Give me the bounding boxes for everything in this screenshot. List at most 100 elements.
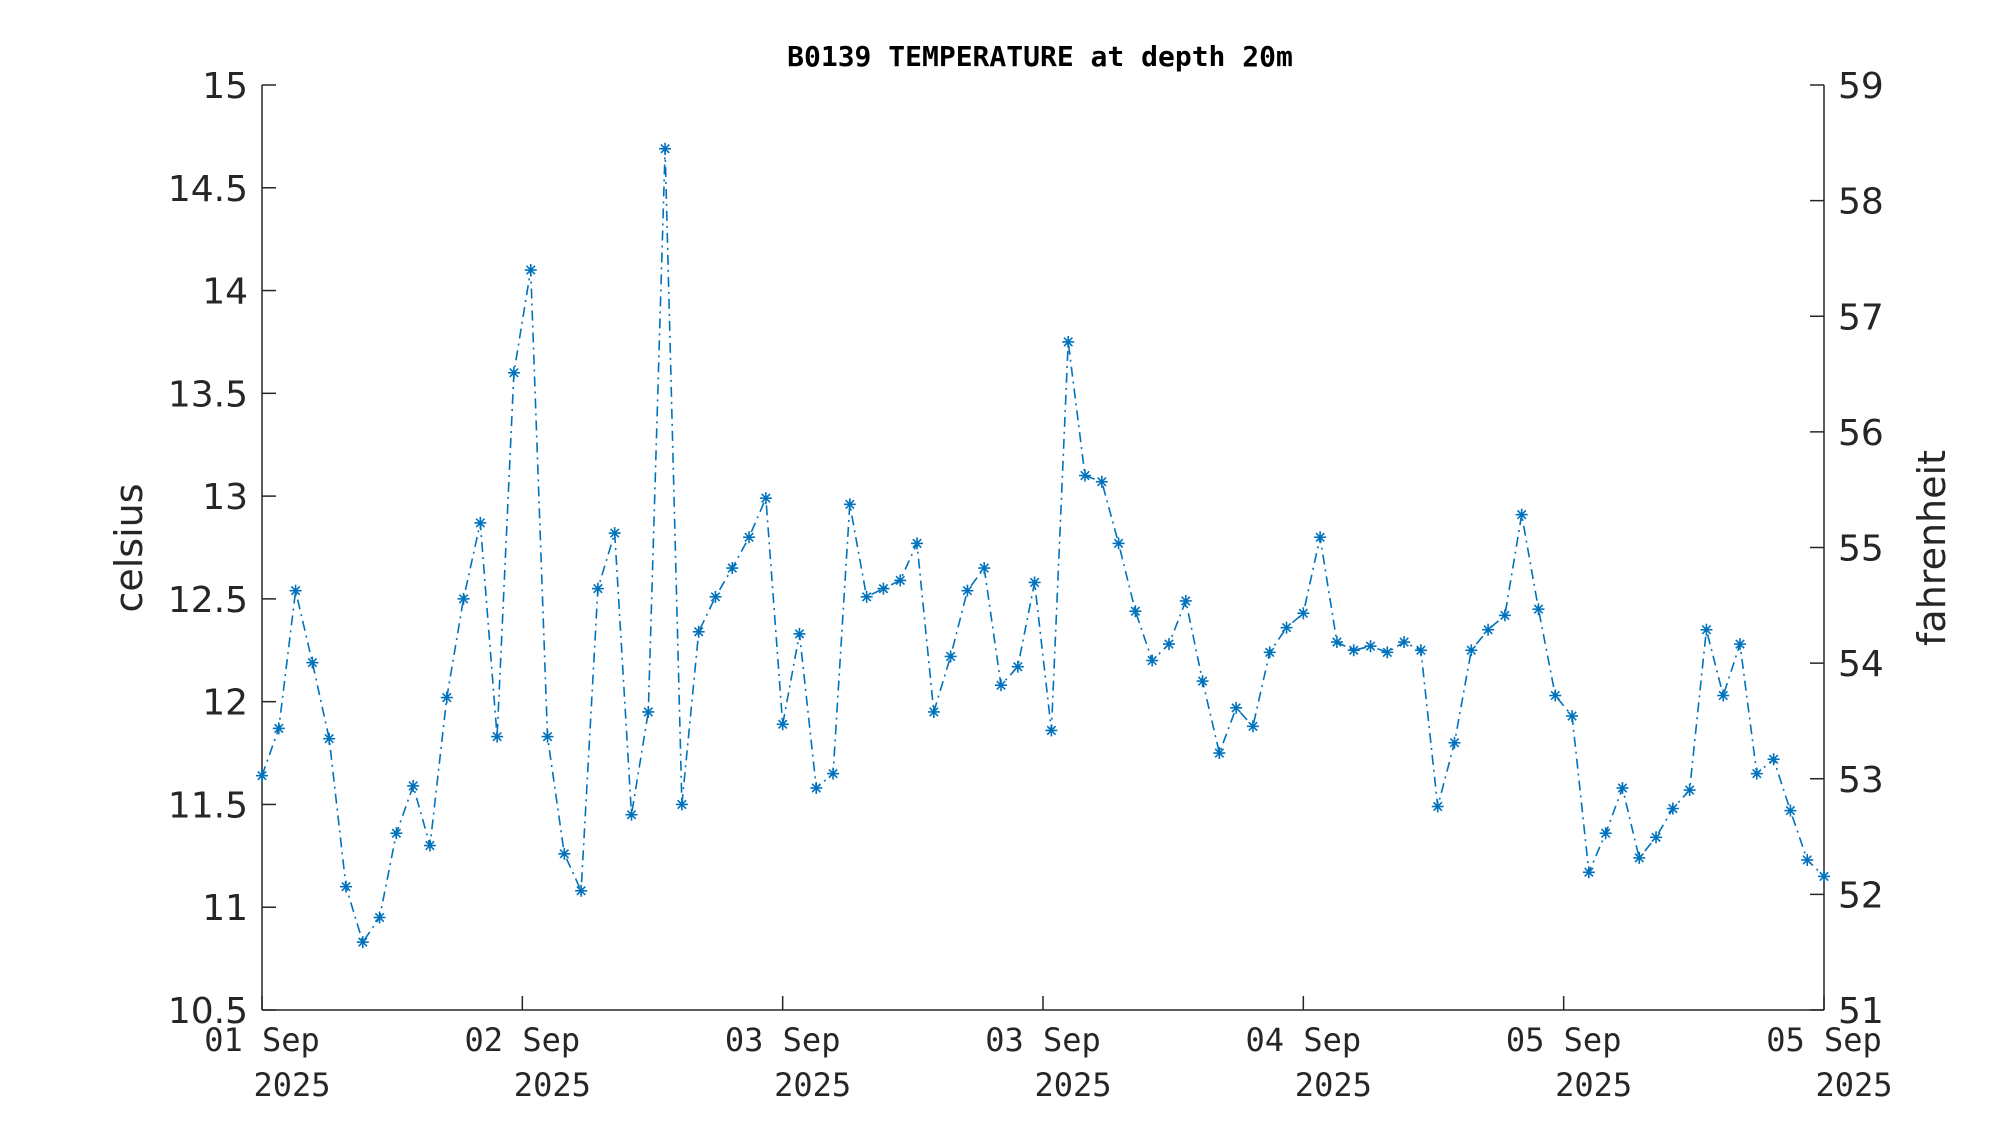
data-point: [843, 498, 856, 511]
data-point: [323, 732, 336, 745]
data-point: [1062, 335, 1075, 348]
data-point: [1297, 607, 1310, 620]
data-point: [524, 264, 537, 276]
data-point: [339, 880, 352, 893]
right-y-tick-label: 58: [1838, 182, 1884, 223]
x-tick-label-year: 2025: [1555, 1066, 1632, 1104]
data-point: [726, 562, 739, 575]
data-point: [1230, 701, 1243, 714]
left-y-tick-label: 14.5: [168, 169, 248, 210]
data-point: [1700, 623, 1713, 636]
data-point: [491, 730, 504, 743]
data-point: [911, 537, 924, 550]
data-point: [541, 730, 554, 743]
left-y-tick-label: 12.5: [168, 580, 248, 621]
data-point: [1381, 646, 1394, 659]
data-point: [1633, 851, 1646, 864]
data-point: [860, 590, 873, 603]
data-point: [1734, 638, 1747, 651]
left-y-tick-label: 12: [202, 683, 248, 724]
data-point: [1801, 853, 1814, 866]
left-y-tick-label: 15: [202, 66, 248, 107]
data-point: [1213, 747, 1226, 760]
right-y-tick-label: 55: [1838, 529, 1884, 570]
x-tick-label-day: 02 Sep: [465, 1021, 581, 1059]
data-point: [1549, 689, 1562, 702]
data-point: [474, 516, 487, 529]
data-point: [608, 527, 621, 540]
data-point: [1599, 827, 1612, 840]
right-y-tick-label: 52: [1838, 875, 1884, 916]
data-point: [810, 782, 823, 794]
data-point: [1330, 636, 1343, 649]
data-point: [1818, 870, 1830, 883]
data-point: [1566, 710, 1579, 723]
data-point: [356, 936, 369, 949]
data-point: [289, 584, 302, 597]
data-point: [709, 590, 722, 603]
data-point: [1280, 621, 1293, 634]
x-tick-label-day: 04 Sep: [1246, 1021, 1362, 1059]
data-point: [272, 722, 285, 735]
data-point: [591, 582, 604, 595]
left-y-tick-label: 10.5: [168, 991, 248, 1032]
x-tick-label-year: 2025: [514, 1066, 591, 1104]
data-point: [1414, 644, 1427, 657]
data-point: [1683, 784, 1696, 797]
data-point: [1750, 767, 1763, 780]
data-point: [1129, 605, 1142, 618]
x-tick-label-year: 2025: [1295, 1066, 1372, 1104]
data-point: [306, 656, 319, 669]
data-point: [1498, 609, 1511, 622]
data-point: [558, 847, 571, 860]
x-ticks: 01 Sep 2025 02 Sep 2025 03 Sep 2025 03 Sep 2025…: [204, 996, 1893, 1104]
data-point: [390, 827, 403, 840]
data-point: [1784, 804, 1797, 817]
data-point: [373, 911, 386, 924]
x-tick-label-day: 03 Sep: [725, 1021, 841, 1059]
data-point: [1431, 800, 1444, 813]
x-tick-label-day: 03 Sep: [985, 1021, 1101, 1059]
left-y-ticks: 15 14.5 14 13.5 13 12.5 12 11.5 11 10.5: [168, 66, 276, 1032]
data-point: [1095, 475, 1108, 488]
data-point: [1582, 866, 1595, 879]
left-y-tick-label: 13: [202, 477, 248, 518]
y-axis-label-left: celsius: [107, 483, 151, 612]
data-point: [1314, 531, 1327, 544]
data-point: [659, 142, 672, 155]
x-tick-label-day: 01 Sep: [204, 1021, 320, 1059]
data-point: [1196, 675, 1209, 688]
left-y-tick-label: 14: [202, 272, 248, 313]
left-y-tick-label: 11.5: [168, 785, 248, 826]
data-point: [944, 650, 957, 663]
data-point: [407, 779, 420, 792]
data-point: [1246, 720, 1259, 733]
data-point: [1767, 753, 1780, 766]
x-tick-label-day: 05 Sep: [1506, 1021, 1622, 1059]
data-point: [1666, 802, 1679, 815]
data-point: [457, 592, 470, 605]
y-axis-label-right: fahrenheit: [1910, 450, 1954, 646]
data-point: [961, 584, 974, 597]
data-point: [743, 531, 756, 544]
x-tick-label-year: 2025: [1815, 1066, 1892, 1104]
data-point: [575, 884, 588, 897]
data-point: [440, 691, 453, 704]
x-tick-label-year: 2025: [774, 1066, 851, 1104]
data-point: [978, 562, 991, 575]
right-y-tick-label: 57: [1838, 297, 1884, 338]
left-y-tick-label: 13.5: [168, 374, 248, 415]
chart-title: B0139 TEMPERATURE at depth 20m: [787, 40, 1293, 73]
x-tick-label-year: 2025: [1034, 1066, 1111, 1104]
data-point: [256, 769, 268, 782]
data-point: [423, 839, 436, 852]
x-tick-label-year: 2025: [253, 1066, 330, 1104]
data-point: [1532, 603, 1545, 616]
left-y-tick-label: 11: [202, 888, 248, 929]
data-point: [1465, 644, 1478, 657]
data-markers: [256, 142, 1830, 949]
data-point: [894, 574, 907, 587]
data-point: [1650, 831, 1663, 844]
data-point: [1179, 594, 1192, 607]
temperature-series-line: [261, 148, 1825, 945]
